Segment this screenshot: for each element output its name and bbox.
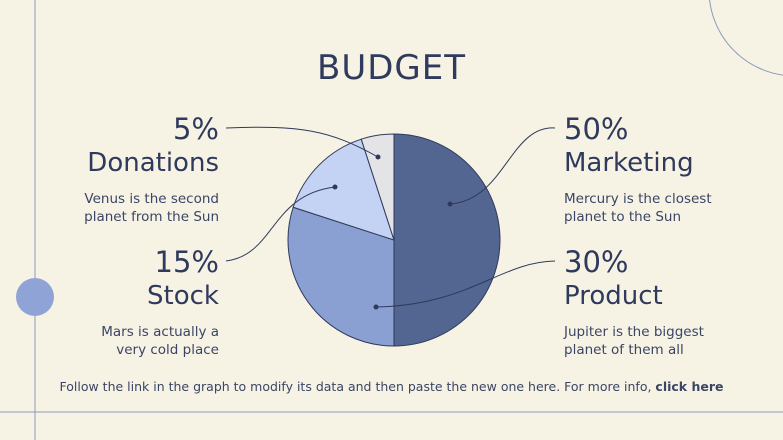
donations-desc-line1: Venus is the second (84, 191, 219, 207)
leader-line-product (375, 260, 556, 308)
product-name: Product (564, 281, 663, 311)
product-desc-line2: planet of them all (564, 342, 684, 358)
leader-line-donations (225, 126, 379, 158)
page-title: BUDGET (317, 48, 466, 88)
stock-name: Stock (147, 281, 219, 311)
footer-note: Follow the link in the graph to modify i… (0, 379, 783, 394)
donations-description: Venus is the second planet from the Sun (84, 190, 219, 226)
product-percent: 30% (564, 245, 629, 279)
leader-line-stock (225, 186, 336, 262)
leader-dot-marketing (447, 201, 453, 207)
leader-dot-stock (332, 184, 338, 190)
marketing-percent: 50% (564, 112, 629, 146)
donations-desc-line2: planet from the Sun (84, 209, 219, 225)
marketing-name: Marketing (564, 148, 694, 178)
marketing-description: Mercury is the closest planet to the Sun (564, 190, 712, 226)
donations-percent: 5% (172, 112, 219, 146)
label-stock: 15% Stock Mars is actually a very cold p… (101, 245, 219, 359)
stock-desc-line2: very cold place (116, 342, 219, 358)
stock-desc-line1: Mars is actually a (101, 324, 219, 340)
stock-description: Mars is actually a very cold place (101, 323, 219, 359)
label-product: 30% Product Jupiter is the biggest plane… (564, 245, 704, 359)
pie-slice-donations[interactable] (360, 133, 395, 241)
leader-lines (225, 126, 556, 310)
leader-dot-product (373, 304, 379, 310)
donations-name: Donations (87, 148, 219, 178)
leader-dot-donations (375, 154, 381, 160)
product-desc-line1: Jupiter is the biggest (564, 324, 704, 340)
decorative-dot (16, 278, 54, 316)
footer-text: Follow the link in the graph to modify i… (59, 379, 656, 394)
label-marketing: 50% Marketing Mercury is the closest pla… (564, 112, 712, 226)
marketing-desc-line2: planet to the Sun (564, 209, 682, 225)
label-donations: 5% Donations Venus is the second planet … (84, 112, 219, 226)
stock-percent: 15% (154, 245, 219, 279)
pie-slice-product[interactable] (287, 206, 395, 347)
pie-slice-marketing[interactable] (393, 133, 501, 347)
pie-slice-stock[interactable] (292, 138, 395, 241)
footer-link[interactable]: click here (655, 379, 724, 394)
marketing-desc-line1: Mercury is the closest (564, 191, 712, 207)
product-description: Jupiter is the biggest planet of them al… (564, 323, 704, 359)
leader-line-marketing (449, 127, 556, 205)
